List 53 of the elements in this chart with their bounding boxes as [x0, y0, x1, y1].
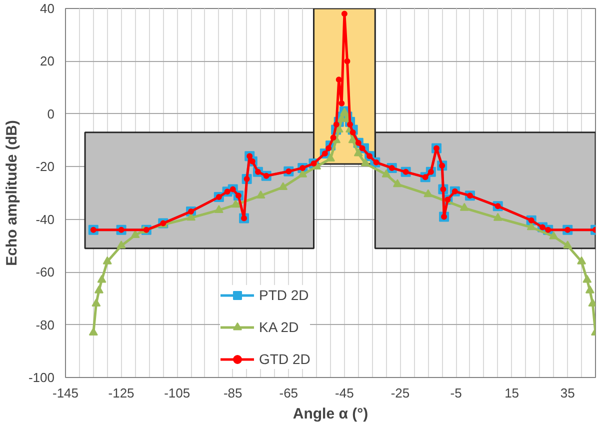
point [97, 274, 106, 283]
point [102, 256, 112, 264]
y-axis-title: Echo amplitude (dB) [3, 120, 20, 266]
x-tick-label: -5 [450, 386, 462, 400]
x-axis-title: Angle α (°) [292, 406, 368, 422]
legend-label: GTD 2D [259, 351, 310, 367]
point [460, 202, 469, 211]
x-tick-label: -45 [335, 386, 354, 400]
x-tick-label: -65 [279, 386, 298, 400]
point [382, 169, 391, 178]
point [424, 189, 433, 198]
y-tick-label: 40 [40, 1, 55, 16]
point [392, 179, 402, 188]
point [256, 190, 266, 198]
y-tick-label: -20 [36, 159, 55, 174]
point [549, 231, 558, 240]
point [336, 76, 342, 83]
point [330, 134, 336, 141]
legend-label: PTD 2D [259, 287, 309, 303]
x-tick-label: 35 [560, 386, 575, 400]
point [338, 100, 345, 106]
point [214, 205, 224, 213]
point [116, 240, 126, 249]
point [582, 274, 592, 283]
point [92, 298, 101, 307]
point [563, 240, 572, 249]
y-tick-label: -40 [36, 212, 55, 227]
y-tick-label: -100 [28, 370, 55, 385]
point [326, 154, 335, 162]
point [577, 256, 586, 264]
y-tick-label: 20 [40, 54, 55, 69]
x-tick-label: 15 [504, 386, 520, 400]
point [231, 200, 240, 208]
point [585, 285, 594, 294]
y-tick-label: -60 [36, 264, 55, 280]
point [344, 58, 350, 64]
point [94, 285, 104, 294]
x-tick-label: -105 [164, 386, 190, 400]
point [354, 148, 363, 156]
legend-label: KA 2D [259, 319, 299, 335]
point [88, 328, 98, 336]
x-tick-label: -85 [223, 386, 242, 400]
y-tick-label: 0 [47, 106, 55, 122]
x-tick-label: -125 [108, 386, 134, 400]
point [360, 158, 370, 166]
point [526, 222, 536, 230]
x-tick-label: -25 [390, 386, 410, 400]
y-tick-label: -80 [36, 317, 55, 332]
x-tick-label: -145 [52, 386, 79, 400]
point [130, 230, 140, 238]
point [493, 212, 502, 221]
point [278, 182, 288, 190]
point [341, 10, 348, 17]
